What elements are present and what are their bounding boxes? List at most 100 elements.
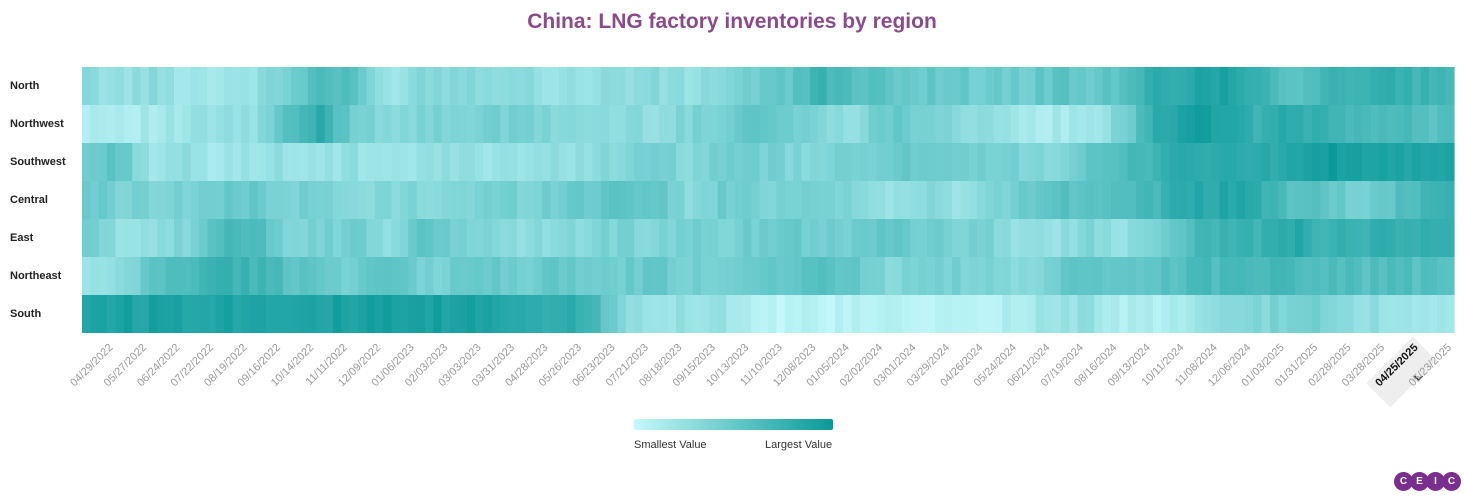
heatmap-cell	[1002, 181, 1012, 219]
heatmap-cell	[349, 143, 359, 181]
chevron-down-icon[interactable]	[1414, 375, 1424, 382]
heatmap-cell	[483, 181, 493, 219]
heatmap-cell	[1286, 257, 1296, 295]
heatmap-cell	[240, 257, 250, 295]
heatmap-cell	[625, 295, 635, 333]
heatmap-cell	[768, 181, 777, 219]
heatmap-cell	[583, 105, 593, 143]
heatmap-cell	[1127, 181, 1137, 219]
heatmap-cell	[190, 295, 200, 333]
heatmap-cell	[592, 67, 602, 105]
heatmap-cell	[299, 257, 309, 295]
heatmap-cell	[634, 67, 644, 105]
heatmap-cell	[1228, 295, 1238, 333]
heatmap-cell	[784, 219, 794, 257]
heatmap-cell	[450, 295, 460, 333]
heatmap-cell	[667, 105, 677, 143]
heatmap-cell	[458, 67, 468, 105]
heatmap-cell	[1370, 295, 1380, 333]
heatmap-cell	[634, 181, 644, 219]
heatmap-cell	[742, 295, 752, 333]
heatmap-cell	[1002, 257, 1012, 295]
heatmap-cell	[1094, 143, 1104, 181]
heatmap-cell	[1361, 67, 1371, 105]
heatmap-cell	[759, 67, 769, 105]
heatmap-cell	[249, 181, 259, 219]
heatmap-cell	[1102, 105, 1112, 143]
heatmap-cell	[1085, 257, 1095, 295]
heatmap-cell	[776, 67, 786, 105]
heatmap-cell	[726, 143, 736, 181]
heatmap-cell	[316, 105, 326, 143]
heatmap-cell	[483, 219, 493, 257]
heatmap-cell	[935, 295, 945, 333]
heatmap-cell	[391, 257, 401, 295]
heatmap-cell	[1253, 295, 1263, 333]
heatmap-cell	[332, 105, 342, 143]
heatmap-cell	[257, 257, 267, 295]
heatmap-cell	[809, 143, 819, 181]
heatmap-cell	[1018, 181, 1028, 219]
heatmap-cell	[977, 219, 987, 257]
heatmap-cell	[132, 105, 142, 143]
heatmap-cell	[240, 181, 250, 219]
heatmap-cell	[793, 257, 803, 295]
heatmap-cell	[1186, 181, 1196, 219]
heatmap-cell	[776, 257, 786, 295]
heatmap-cell	[776, 143, 786, 181]
heatmap-cell	[416, 219, 426, 257]
heatmap-cell	[157, 257, 167, 295]
heatmap-cell	[1370, 105, 1380, 143]
heatmap-cell	[107, 105, 117, 143]
heatmap-cell	[1286, 181, 1296, 219]
heatmap-cell	[107, 67, 117, 105]
heatmap-cell	[600, 105, 610, 143]
heatmap-cell	[1044, 181, 1054, 219]
heatmap-cell	[174, 219, 183, 257]
heatmap-cell	[826, 257, 836, 295]
heatmap-cell	[425, 257, 434, 295]
heatmap-cell	[1286, 219, 1296, 257]
heatmap-cell	[274, 67, 284, 105]
heatmap-cell	[349, 257, 359, 295]
heatmap-cell	[366, 67, 376, 105]
heatmap-cell	[1353, 105, 1363, 143]
heatmap-cell	[1437, 257, 1447, 295]
heatmap-cell	[500, 143, 510, 181]
heatmap-cell	[575, 67, 585, 105]
heatmap-cell	[684, 295, 694, 333]
heatmap-cell	[851, 181, 861, 219]
heatmap-cell	[1395, 219, 1405, 257]
heatmap-cell	[550, 295, 560, 333]
heatmap-cell	[458, 257, 468, 295]
heatmap-cell	[1069, 181, 1079, 219]
heatmap-cell	[165, 67, 175, 105]
heatmap-cell	[935, 143, 945, 181]
row-label-northwest: Northwest	[10, 118, 64, 130]
heatmap-cell	[558, 67, 568, 105]
heatmap-cell	[148, 219, 158, 257]
heatmap-cell	[1403, 181, 1413, 219]
heatmap-cell	[1278, 295, 1288, 333]
heatmap-cell	[450, 67, 460, 105]
heatmap-cell	[441, 143, 451, 181]
heatmap-cell	[299, 295, 309, 333]
heatmap-cell	[399, 143, 409, 181]
heatmap-cell	[1328, 219, 1338, 257]
heatmap-cell	[182, 181, 192, 219]
ceic-logo[interactable]: C E I C	[1394, 472, 1461, 491]
heatmap-cell	[809, 257, 819, 295]
heatmap-cell	[843, 181, 853, 219]
heatmap-cell	[860, 257, 869, 295]
heatmap-cell	[249, 257, 259, 295]
heatmap-cell	[768, 105, 777, 143]
heatmap-cell	[132, 257, 142, 295]
heatmap-cell	[433, 143, 443, 181]
heatmap-cell	[1403, 257, 1413, 295]
heatmap-cell	[324, 219, 334, 257]
heatmap-cell	[349, 105, 359, 143]
heatmap-cell	[1412, 105, 1422, 143]
heatmap-cell	[868, 143, 878, 181]
heatmap-cell	[709, 143, 719, 181]
heatmap-cell	[123, 295, 133, 333]
